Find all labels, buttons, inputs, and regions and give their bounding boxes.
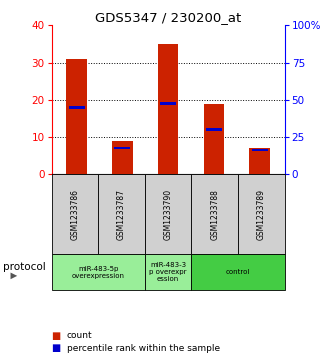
Text: GSM1233788: GSM1233788 xyxy=(210,189,219,240)
Bar xyxy=(69,106,85,109)
Text: GSM1233786: GSM1233786 xyxy=(70,189,80,240)
Text: miR-483-3
p overexpr
ession: miR-483-3 p overexpr ession xyxy=(150,262,187,282)
Text: protocol: protocol xyxy=(3,262,46,272)
Bar xyxy=(112,141,133,174)
Text: control: control xyxy=(226,269,250,275)
Text: GSM1233790: GSM1233790 xyxy=(164,189,173,240)
Text: ■: ■ xyxy=(52,343,61,354)
Text: count: count xyxy=(67,331,92,340)
Bar xyxy=(251,149,268,151)
Bar xyxy=(115,147,131,150)
Bar xyxy=(67,59,87,174)
Bar xyxy=(160,102,176,105)
Text: miR-483-5p
overexpression: miR-483-5p overexpression xyxy=(72,266,125,279)
Text: ■: ■ xyxy=(52,331,61,341)
Bar xyxy=(206,128,222,131)
Title: GDS5347 / 230200_at: GDS5347 / 230200_at xyxy=(95,11,241,24)
Bar xyxy=(158,44,178,174)
Text: GSM1233789: GSM1233789 xyxy=(257,189,266,240)
Bar xyxy=(249,148,270,174)
Text: GSM1233787: GSM1233787 xyxy=(117,189,126,240)
Bar xyxy=(203,103,224,174)
Text: percentile rank within the sample: percentile rank within the sample xyxy=(67,344,220,353)
